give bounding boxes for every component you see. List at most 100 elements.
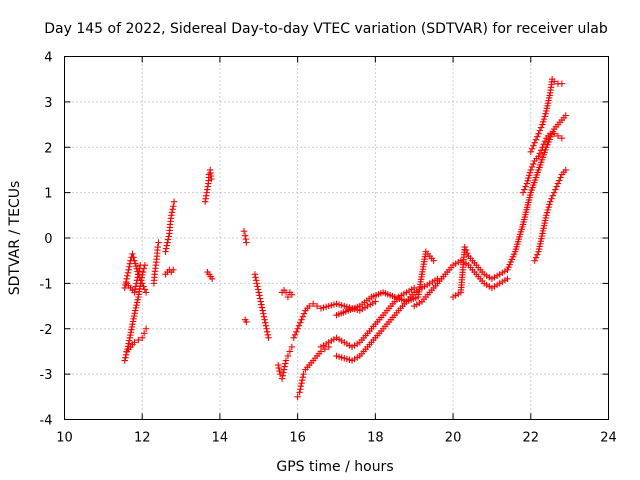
data-point xyxy=(169,206,176,213)
data-point xyxy=(522,183,529,190)
data-point xyxy=(298,376,306,384)
data-point xyxy=(554,132,562,140)
data-point xyxy=(259,307,266,314)
data-point xyxy=(562,112,569,119)
data-point xyxy=(122,354,129,361)
data-point xyxy=(528,163,536,171)
data-point xyxy=(281,363,288,370)
data-point xyxy=(530,142,537,149)
data-point xyxy=(288,343,296,351)
data-point xyxy=(279,372,286,379)
data-point xyxy=(504,275,511,283)
data-point xyxy=(168,212,175,219)
data-point xyxy=(132,283,139,290)
data-point xyxy=(142,289,150,296)
data-point xyxy=(542,110,549,117)
series-arc-b xyxy=(123,325,150,355)
data-point xyxy=(562,166,569,174)
data-point xyxy=(131,257,138,264)
data-point xyxy=(164,236,172,243)
data-point xyxy=(125,340,132,347)
data-point xyxy=(552,186,559,193)
data-point xyxy=(299,373,307,381)
data-point xyxy=(313,302,321,310)
data-point xyxy=(528,145,536,152)
data-point xyxy=(536,150,544,157)
data-point xyxy=(293,328,300,335)
series-arc-v xyxy=(531,166,569,264)
data-point xyxy=(275,361,282,369)
series-arc-c xyxy=(121,250,150,296)
data-point xyxy=(521,186,528,193)
data-point xyxy=(256,292,263,299)
data-point xyxy=(264,328,271,335)
y-tick-label: -3 xyxy=(40,368,53,383)
x-tick-label: 16 xyxy=(289,431,306,446)
data-point xyxy=(298,316,305,323)
data-point xyxy=(135,271,142,278)
series-arc-t xyxy=(411,257,511,310)
data-point xyxy=(536,127,544,134)
series-arc-j xyxy=(240,227,250,246)
series-arc-s xyxy=(333,248,437,319)
x-tick-label: 20 xyxy=(445,431,462,446)
series-arc-o xyxy=(294,343,332,401)
data-point xyxy=(162,248,169,255)
data-point xyxy=(125,337,133,344)
data-point xyxy=(294,325,301,332)
data-point xyxy=(164,239,171,246)
data-point xyxy=(295,322,303,329)
data-point xyxy=(140,283,147,290)
data-point xyxy=(162,245,170,252)
data-point xyxy=(282,360,289,367)
data-point xyxy=(133,280,140,287)
data-point xyxy=(282,357,290,364)
data-point xyxy=(558,80,566,87)
data-point xyxy=(526,172,533,179)
series-arc-q xyxy=(317,284,418,351)
data-point xyxy=(372,298,379,305)
series-arc-w xyxy=(527,75,566,155)
data-point xyxy=(131,286,139,293)
data-point xyxy=(550,130,558,137)
data-point xyxy=(276,367,283,375)
data-point xyxy=(122,351,130,359)
data-point xyxy=(296,389,303,396)
data-point xyxy=(461,243,468,251)
series-arc-f xyxy=(162,198,178,255)
data-point xyxy=(539,144,546,151)
x-tick-labels: 10 12 14 16 18 20 22 24 xyxy=(56,431,617,446)
data-point xyxy=(527,148,534,155)
data-point xyxy=(547,198,554,205)
data-point xyxy=(519,189,527,196)
series-arc-p xyxy=(290,298,379,342)
data-point xyxy=(531,139,538,146)
data-point xyxy=(165,233,172,240)
series-arc-m xyxy=(278,286,296,301)
data-point xyxy=(290,334,297,342)
data-point xyxy=(170,198,178,205)
data-point xyxy=(170,266,177,273)
series-arc-g xyxy=(162,266,177,278)
data-point xyxy=(550,189,558,196)
data-point xyxy=(297,383,305,390)
data-point xyxy=(297,319,304,326)
data-point xyxy=(291,331,299,338)
data-point xyxy=(545,203,552,211)
data-point xyxy=(129,250,136,258)
x-axis-label: GPS time / hours xyxy=(276,459,393,475)
data-point xyxy=(133,277,141,284)
data-point xyxy=(537,147,545,154)
data-point xyxy=(126,263,133,270)
series-arc-i xyxy=(204,268,216,283)
data-point xyxy=(540,118,547,126)
y-tick-label: -4 xyxy=(40,414,53,429)
series-arc-k xyxy=(241,316,250,326)
data-point xyxy=(558,134,566,142)
data-point xyxy=(255,289,262,296)
x-tick-label: 14 xyxy=(212,431,229,446)
data-point xyxy=(557,174,564,181)
data-points xyxy=(121,75,569,401)
data-point xyxy=(298,380,305,387)
